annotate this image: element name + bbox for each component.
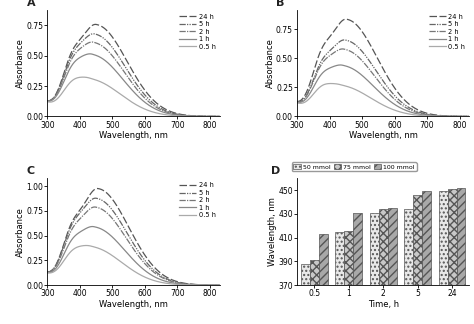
X-axis label: Wavelength, nm: Wavelength, nm [349,131,418,140]
X-axis label: Time, h: Time, h [368,300,399,309]
X-axis label: Wavelength, nm: Wavelength, nm [99,300,168,309]
X-axis label: Wavelength, nm: Wavelength, nm [99,131,168,140]
Text: A: A [27,0,36,7]
Bar [388,208,397,324]
Bar [353,213,362,324]
Bar [447,189,456,324]
Legend: 24 h, 5 h, 2 h, 1 h, 0.5 h: 24 h, 5 h, 2 h, 1 h, 0.5 h [179,182,216,219]
Bar [438,191,447,324]
Bar [422,191,431,324]
Bar [319,234,328,324]
Bar [413,195,422,324]
Y-axis label: Absorbance: Absorbance [16,207,25,257]
Bar [344,231,353,324]
Legend: 24 h, 5 h, 2 h, 1 h, 0.5 h: 24 h, 5 h, 2 h, 1 h, 0.5 h [179,13,216,50]
Y-axis label: Absorbance: Absorbance [265,38,274,88]
Bar [379,209,388,324]
Y-axis label: Wavelength, nm: Wavelength, nm [268,197,277,266]
Text: B: B [276,0,285,7]
Legend: 24 h, 5 h, 2 h, 1 h, 0.5 h: 24 h, 5 h, 2 h, 1 h, 0.5 h [428,13,466,50]
Legend: 50 mmol, 75 mmol, 100 mmol: 50 mmol, 75 mmol, 100 mmol [292,162,417,171]
Bar [456,188,465,324]
Bar [370,213,379,324]
Bar [301,264,310,324]
Y-axis label: Absorbance: Absorbance [16,38,25,88]
Text: C: C [27,166,35,176]
Bar [404,209,413,324]
Text: D: D [271,166,281,176]
Bar [310,260,319,324]
Bar [335,232,344,324]
